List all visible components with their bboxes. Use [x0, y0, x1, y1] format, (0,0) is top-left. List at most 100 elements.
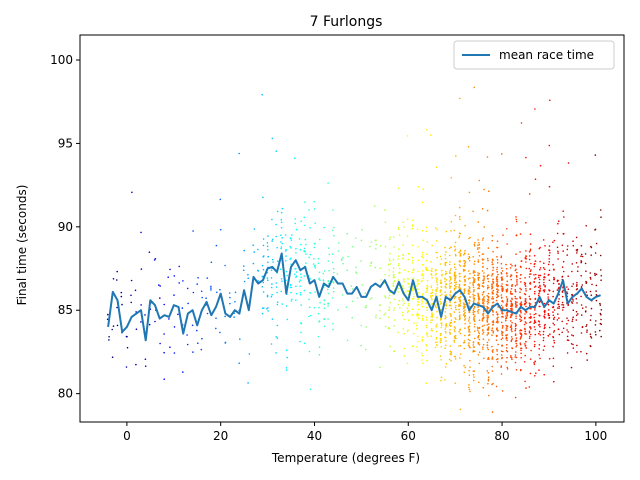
scatter-point	[304, 201, 306, 203]
scatter-point	[417, 283, 419, 285]
scatter-point	[558, 307, 560, 310]
scatter-point	[524, 354, 526, 357]
scatter-point	[469, 287, 471, 289]
scatter-point	[319, 302, 321, 304]
scatter-point	[224, 341, 227, 344]
scatter-point	[468, 386, 470, 389]
scatter-point	[486, 309, 489, 312]
scatter-point	[407, 329, 409, 331]
scatter-point	[520, 316, 523, 319]
scatter-point	[520, 356, 522, 359]
scatter-point	[473, 263, 476, 265]
scatter-point	[402, 257, 404, 260]
scatter-point	[444, 291, 447, 294]
scatter-point	[289, 286, 292, 289]
scatter-point	[599, 312, 602, 315]
scatter-point	[506, 356, 508, 359]
scatter-point	[351, 245, 354, 248]
scatter-point	[486, 341, 489, 344]
scatter-point	[528, 303, 531, 305]
scatter-point	[196, 329, 198, 332]
scatter-point	[403, 281, 405, 283]
scatter-point	[575, 314, 578, 317]
scatter-point	[402, 221, 405, 224]
scatter-point	[458, 345, 460, 347]
scatter-point	[266, 277, 269, 279]
scatter-point	[351, 300, 354, 303]
scatter-point	[341, 258, 343, 260]
scatter-point	[468, 328, 471, 331]
scatter-point	[600, 314, 602, 316]
scatter-point	[436, 256, 439, 259]
scatter-point	[303, 216, 306, 219]
scatter-point	[398, 263, 400, 265]
scatter-point	[590, 254, 592, 256]
scatter-point	[505, 315, 507, 317]
scatter-point	[305, 253, 307, 255]
scatter-point	[455, 305, 457, 307]
scatter-point	[487, 331, 490, 334]
scatter-point	[600, 216, 602, 218]
scatter-point	[387, 264, 390, 266]
y-tick-label: 90	[58, 220, 73, 234]
scatter-point	[585, 291, 588, 293]
scatter-point	[590, 246, 593, 249]
scatter-point	[280, 290, 283, 293]
scatter-point	[313, 208, 316, 210]
scatter-point	[262, 244, 265, 247]
scatter-point	[417, 186, 420, 188]
scatter-point	[416, 304, 419, 307]
scatter-point	[478, 351, 481, 354]
scatter-point	[402, 279, 405, 281]
scatter-point	[422, 270, 424, 272]
scatter-point	[563, 216, 565, 218]
scatter-point	[561, 301, 564, 304]
scatter-point	[243, 280, 246, 283]
scatter-point	[467, 270, 470, 272]
scatter-point	[524, 302, 527, 305]
scatter-point	[562, 210, 564, 212]
scatter-point	[501, 354, 503, 356]
scatter-point	[486, 295, 489, 297]
scatter-point	[566, 291, 568, 293]
scatter-point	[492, 349, 494, 351]
scatter-point	[524, 343, 526, 345]
scatter-point	[444, 280, 446, 283]
scatter-point	[417, 340, 419, 343]
scatter-point	[450, 290, 452, 292]
scatter-point	[575, 288, 578, 291]
scatter-point	[488, 339, 490, 341]
scatter-point	[439, 319, 442, 321]
scatter-point	[567, 339, 570, 342]
scatter-point	[492, 320, 495, 322]
scatter-point	[276, 324, 279, 327]
scatter-point	[262, 291, 265, 293]
scatter-point	[280, 234, 282, 236]
scatter-point	[519, 296, 521, 299]
scatter-point	[483, 275, 485, 278]
scatter-point	[430, 261, 432, 263]
scatter-point	[599, 329, 601, 332]
scatter-point	[572, 347, 575, 349]
scatter-point	[561, 276, 563, 278]
scatter-point	[571, 320, 574, 323]
scatter-point	[192, 230, 194, 232]
scatter-point	[581, 284, 584, 286]
scatter-point	[557, 300, 560, 303]
scatter-point	[426, 253, 428, 256]
scatter-point	[492, 330, 495, 333]
scatter-point	[524, 282, 527, 285]
scatter-point	[487, 259, 489, 262]
scatter-point	[430, 298, 433, 300]
scatter-point	[332, 267, 335, 270]
scatter-point	[285, 255, 287, 257]
scatter-point	[392, 236, 395, 238]
scatter-point	[575, 249, 578, 251]
scatter-point	[486, 288, 489, 290]
scatter-point	[552, 295, 554, 298]
scatter-point	[458, 236, 460, 239]
scatter-point	[408, 319, 410, 322]
scatter-point	[510, 324, 513, 327]
scatter-point	[539, 305, 541, 308]
scatter-point	[464, 314, 466, 317]
